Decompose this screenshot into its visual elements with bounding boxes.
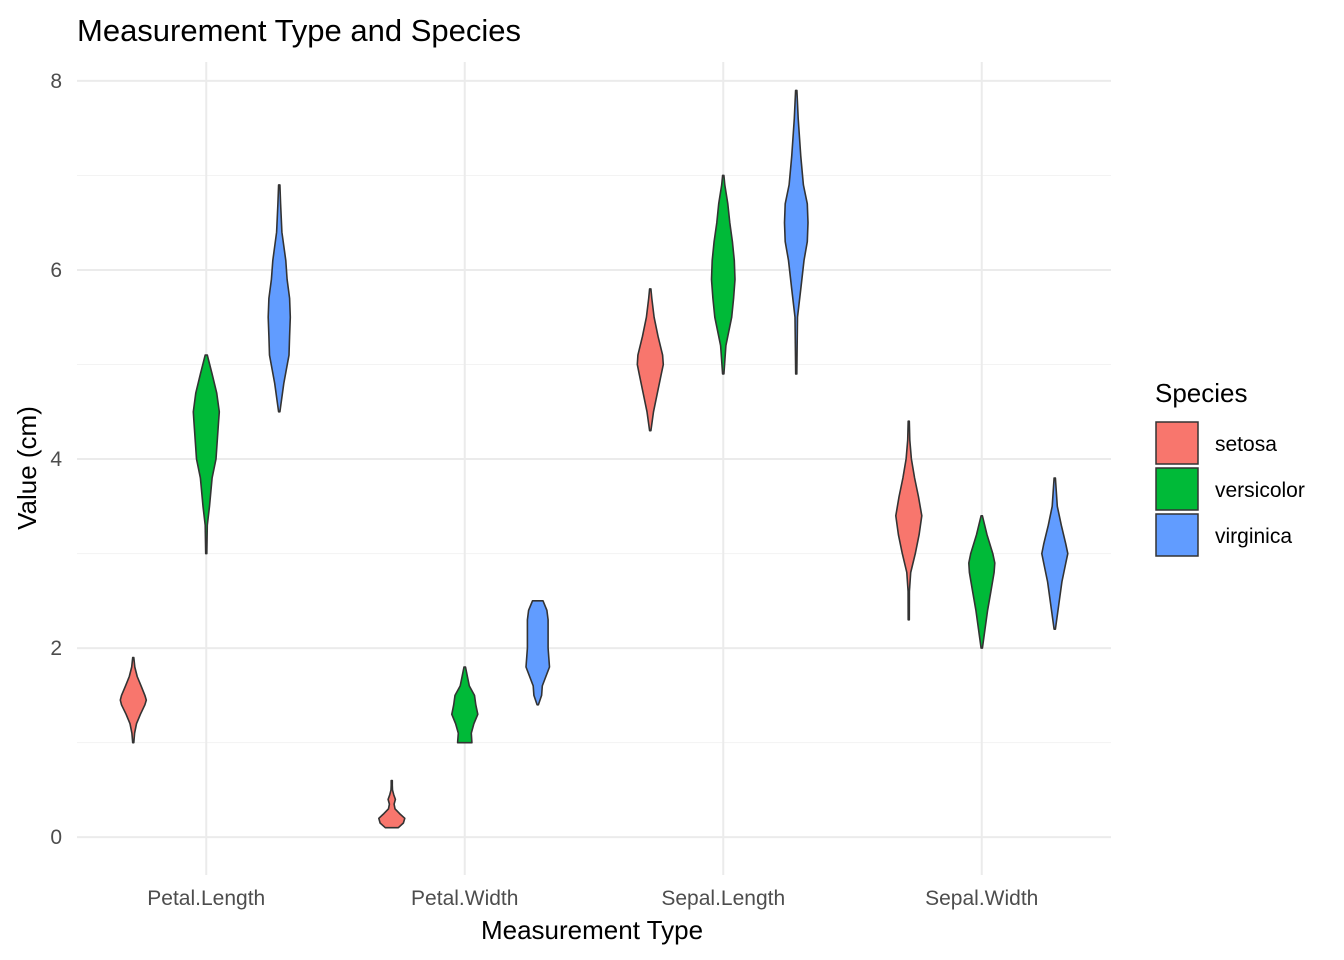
legend: Species setosa versicolor virginica <box>1155 378 1305 557</box>
legend-label-virginica: virginica <box>1215 525 1292 548</box>
y-tick-label: 8 <box>50 70 62 93</box>
legend-title: Species <box>1155 378 1248 408</box>
legend-label-versicolor: versicolor <box>1215 479 1305 502</box>
violin-virginica-sepal-length <box>783 89 809 375</box>
y-axis-title: Value (cm) <box>12 406 42 530</box>
violin-setosa-sepal-width <box>895 420 923 621</box>
violin-versicolor-petal-length <box>192 354 221 555</box>
legend-swatch-versicolor <box>1155 467 1199 511</box>
violin-versicolor-sepal-width <box>968 515 996 649</box>
violin-versicolor-sepal-length <box>710 174 736 375</box>
y-tick-label: 4 <box>50 448 62 471</box>
y-axis-ticks: 0 2 4 6 8 <box>50 70 62 849</box>
y-tick-label: 0 <box>50 826 62 849</box>
legend-swatch-setosa <box>1155 421 1199 465</box>
x-tick-label: Sepal.Width <box>925 887 1038 910</box>
x-tick-label: Petal.Length <box>147 887 265 910</box>
y-tick-label: 6 <box>50 259 62 282</box>
chart-title: Measurement Type and Species <box>77 13 521 48</box>
violin-versicolor-petal-width <box>451 666 479 744</box>
legend-swatch-virginica <box>1155 513 1199 557</box>
y-tick-label: 2 <box>50 637 62 660</box>
violin-virginica-petal-length <box>267 184 292 413</box>
grid <box>77 62 1111 875</box>
x-tick-label: Petal.Width <box>411 887 518 910</box>
legend-label-setosa: setosa <box>1215 433 1277 456</box>
x-axis-title: Measurement Type <box>481 915 703 945</box>
violin-virginica-sepal-width <box>1041 477 1069 630</box>
x-tick-label: Sepal.Length <box>661 887 785 910</box>
violin-setosa-sepal-length <box>636 288 665 432</box>
violin-virginica-petal-width <box>525 600 551 706</box>
violins <box>119 89 1069 829</box>
violin-setosa-petal-width <box>378 779 406 829</box>
violin-setosa-petal-length <box>119 656 148 744</box>
x-axis-ticks: Petal.Length Petal.Width Sepal.Length Sepal… <box>147 887 1038 910</box>
